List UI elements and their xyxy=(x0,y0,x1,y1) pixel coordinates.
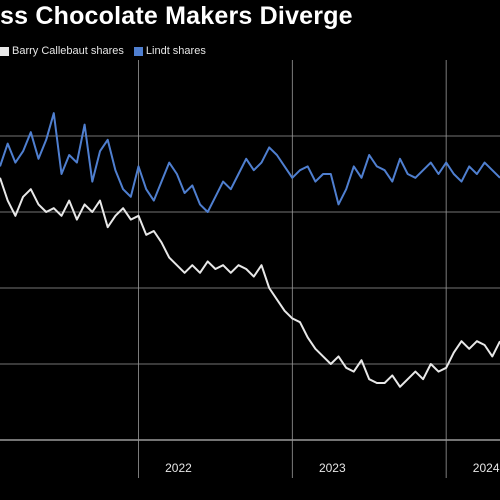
legend-item-barry-callebaut: Barry Callebaut shares xyxy=(0,45,124,57)
x-tick-label: 2024 xyxy=(473,461,500,475)
x-tick-label: 2022 xyxy=(165,461,192,475)
series-lines xyxy=(0,112,500,388)
grid xyxy=(0,60,500,478)
series-line-barry-callebaut xyxy=(0,177,500,388)
x-axis: 2022 2023 2024 xyxy=(165,461,500,475)
legend-label-barry-callebaut: Barry Callebaut shares xyxy=(12,45,124,57)
chart-title: ss Chocolate Makers Diverge xyxy=(0,2,353,30)
legend-label-lindt: Lindt shares xyxy=(145,45,206,57)
x-tick-label: 2023 xyxy=(319,461,346,475)
legend-swatch-lindt xyxy=(133,46,143,56)
series-line-lindt xyxy=(0,112,500,213)
legend-swatch-barry-callebaut xyxy=(0,46,9,56)
legend: Barry Callebaut shares Lindt shares xyxy=(0,43,216,59)
legend-item-lindt: Lindt shares xyxy=(133,45,206,57)
